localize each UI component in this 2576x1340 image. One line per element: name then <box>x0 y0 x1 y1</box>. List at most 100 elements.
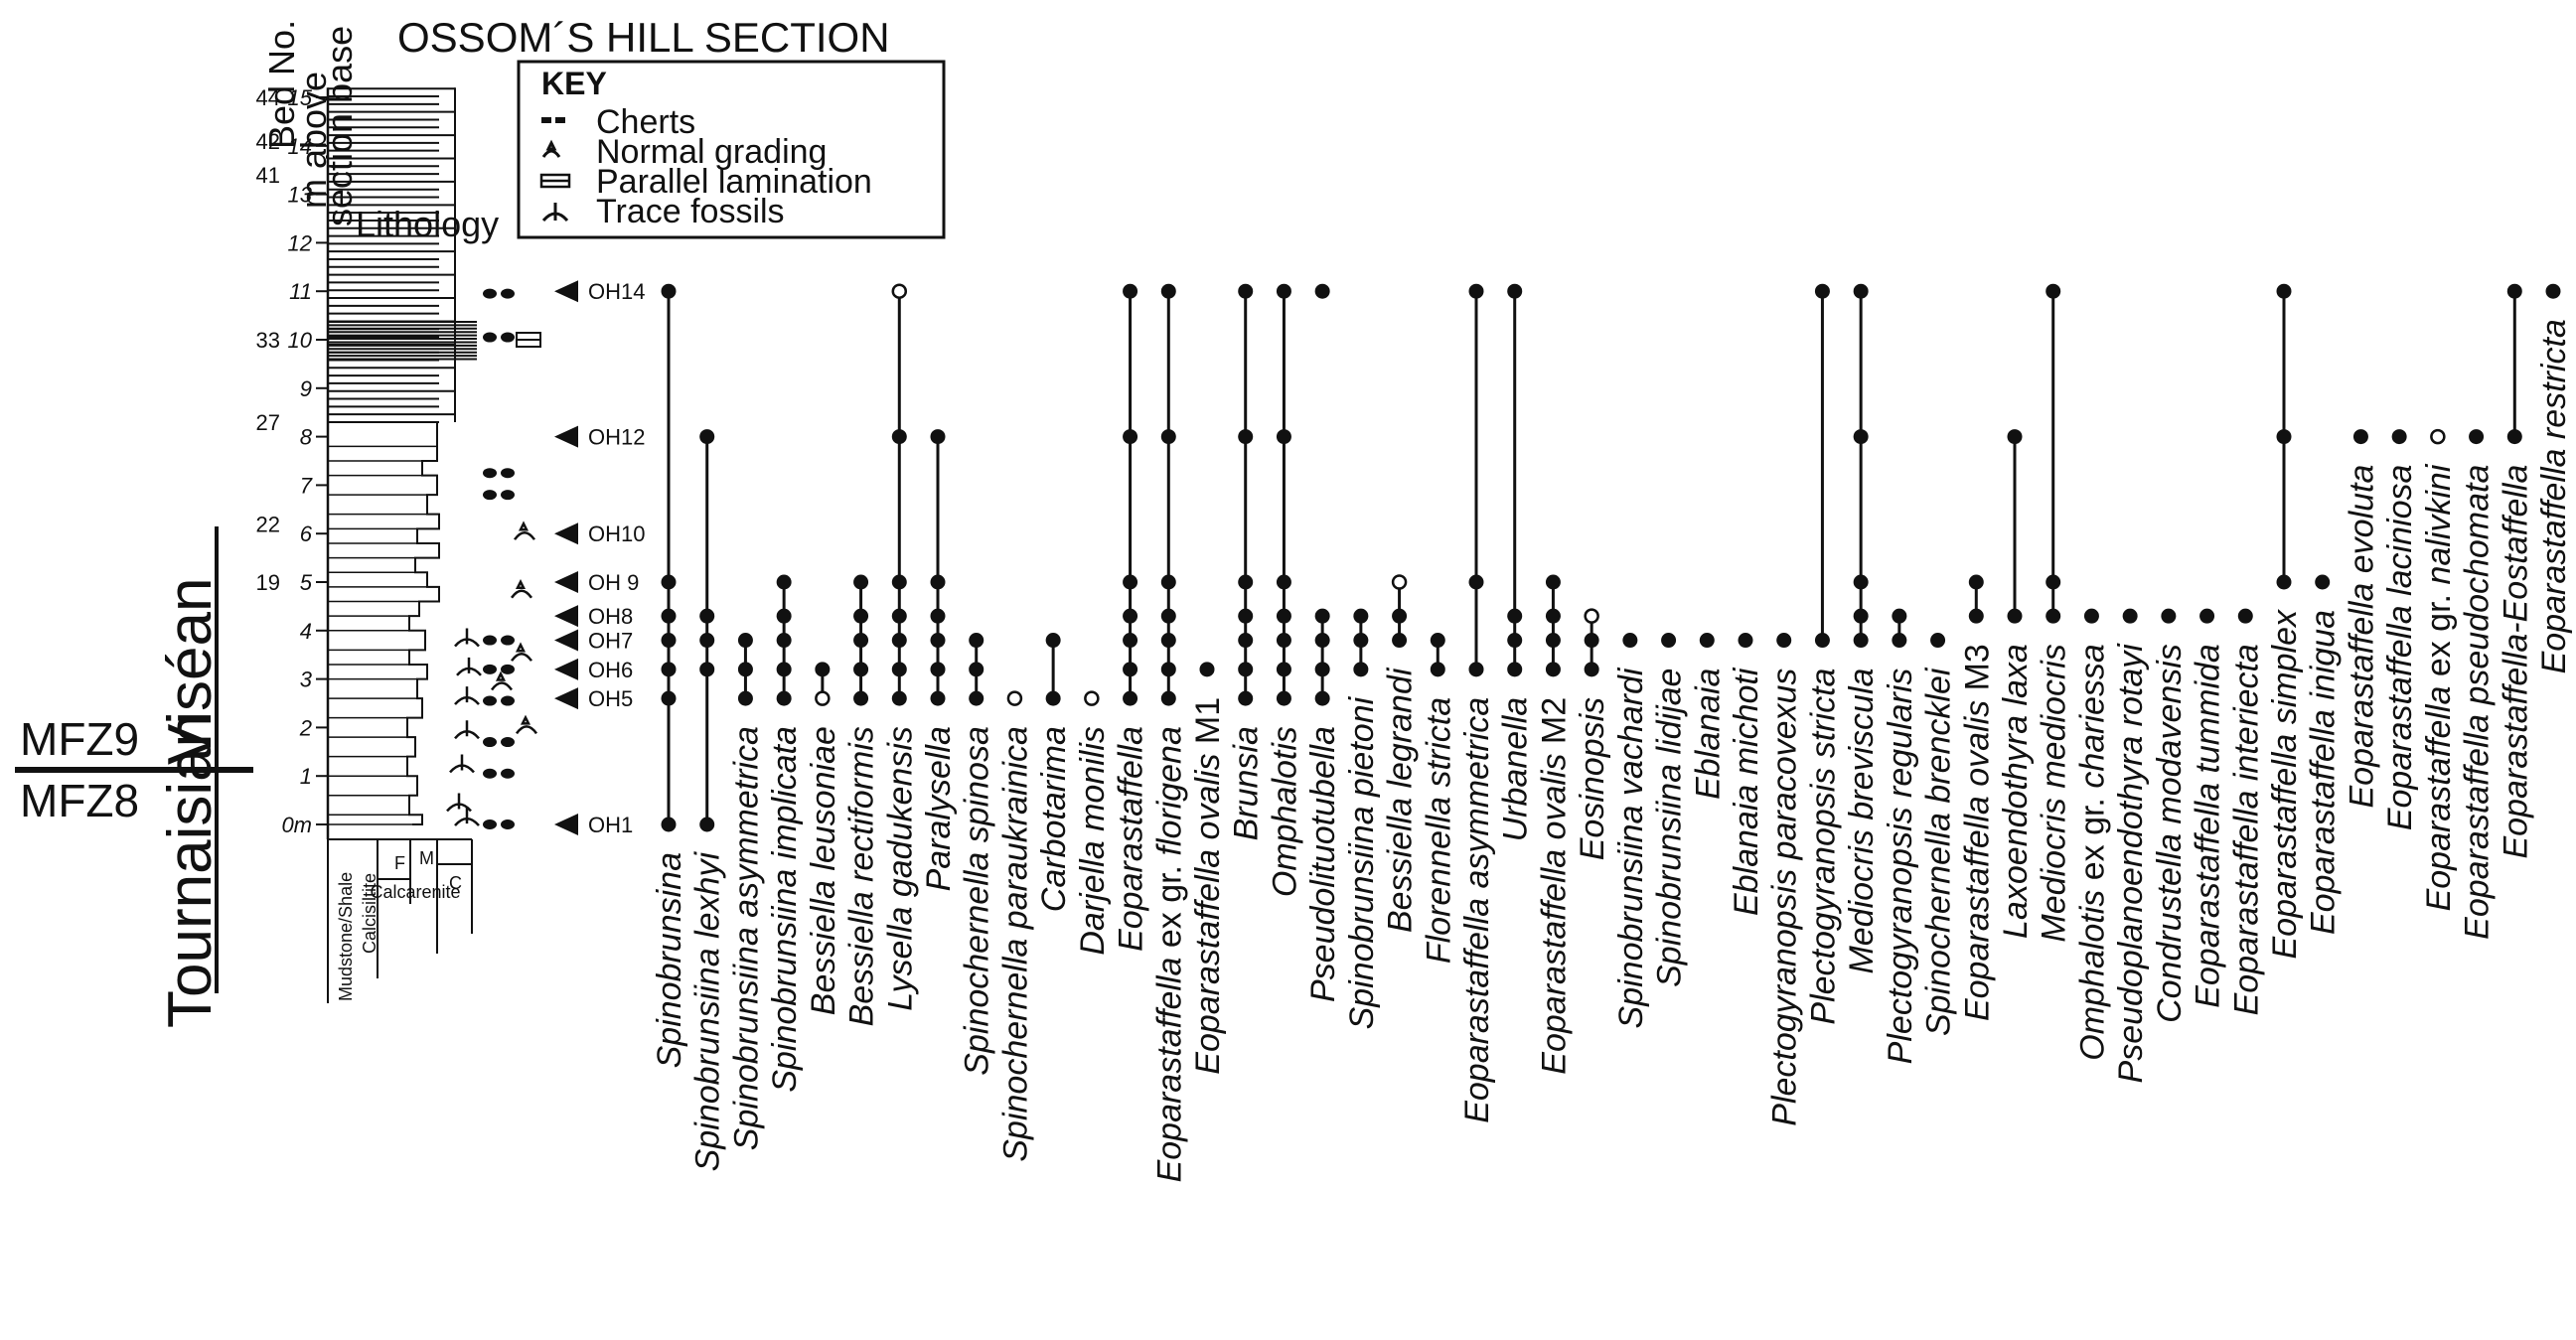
horizon-label: OH14 <box>588 279 645 304</box>
occurrence-dot <box>1123 608 1138 624</box>
occurrence-dot <box>1160 429 1176 445</box>
trace-fossils-icon <box>541 203 569 223</box>
occurrence-dot <box>661 574 677 590</box>
occurrence-dot <box>737 662 753 677</box>
trace-fossils-icon <box>449 754 475 774</box>
uncertain-occurrence-dot <box>1584 608 1599 624</box>
species-label: Spinobrunsiina asymmetrica <box>727 726 765 1150</box>
occurrence-dot <box>2352 429 2368 445</box>
species-label: Pseudoplanoendothyra rotayi <box>2112 643 2150 1084</box>
normal-grading-icon <box>515 714 538 735</box>
cherts-icon <box>483 737 515 748</box>
occurrence-dot <box>2046 608 2061 624</box>
occurrence-dot <box>2007 608 2023 624</box>
occurrence-dot <box>776 608 792 624</box>
species-label: Plectogyranopsis regularis <box>1882 669 1919 1065</box>
uncertain-occurrence-dot <box>2430 428 2446 445</box>
occurrence-dot <box>1507 283 1523 299</box>
horizon-label: OH8 <box>588 604 633 629</box>
occurrence-dot <box>699 633 715 649</box>
species-label: Eosinopsis <box>1574 697 1611 860</box>
occurrence-dot <box>2469 429 2485 445</box>
species-label: Condrustella modavensis <box>2151 644 2189 1023</box>
occurrence-dot <box>891 633 907 649</box>
horizon-marker <box>554 425 578 448</box>
species-label: Eblanaia michoti <box>1728 667 1765 916</box>
occurrence-dot <box>930 690 946 706</box>
occurrence-dot <box>930 429 946 445</box>
occurrence-dot <box>1238 662 1254 677</box>
occurrence-dot <box>1392 608 1408 624</box>
occurrence-dot <box>1276 283 1291 299</box>
species-label: Brunsia <box>1228 726 1266 840</box>
occurrence-dot <box>1392 633 1408 649</box>
occurrence-dot <box>699 817 715 832</box>
trace-fossils-icon <box>456 657 482 676</box>
meter-tick-label: 11 <box>289 279 312 304</box>
occurrence-dot <box>1238 574 1254 590</box>
species-label: Plectogyranopsis stricta <box>1804 669 1842 1025</box>
occurrence-dot <box>2161 608 2177 624</box>
species-label: Eoparastaffella <box>1113 726 1150 952</box>
occurrence-dot <box>1892 633 1907 649</box>
species-label: Spinobrunsiina implicata <box>766 726 804 1093</box>
occurrence-dot <box>737 633 753 649</box>
normal-grading-icon <box>490 670 514 691</box>
occurrence-dot <box>891 690 907 706</box>
occurrence-dot <box>1238 429 1254 445</box>
occurrence-dot <box>930 662 946 677</box>
trace-fossils-icon <box>454 628 480 648</box>
bed-number: 41 <box>256 163 280 188</box>
cherts-icon <box>483 468 515 479</box>
lithology-header: Lithology <box>356 204 499 244</box>
meter-tick-label: 10 <box>288 328 313 353</box>
occurrence-dot <box>1430 662 1445 677</box>
occurrence-dot <box>1314 633 1330 649</box>
occurrence-dot <box>815 662 831 677</box>
species-label: Eoparastaffella asymmetrica <box>1458 697 1496 1123</box>
occurrence-dot <box>891 608 907 624</box>
occurrence-dot <box>1430 633 1445 649</box>
occurrence-dot <box>853 608 869 624</box>
uncertain-occurrence-dot <box>1006 690 1023 706</box>
occurrence-dot <box>1853 429 1869 445</box>
occurrence-dot <box>2506 283 2522 299</box>
zone-mfz8: MFZ8 <box>20 775 139 826</box>
grain-c-label: C <box>449 873 462 893</box>
occurrence-dot <box>1045 633 1061 649</box>
occurrence-dot <box>661 662 677 677</box>
trace-fossils-icon <box>454 808 480 826</box>
meter-tick-label: 15 <box>288 85 313 110</box>
occurrence-dot <box>2276 283 2292 299</box>
key-item-parallel-lamination: Parallel lamination <box>596 163 872 201</box>
occurrence-dot <box>2083 608 2099 624</box>
uncertain-occurrence-dot <box>1084 690 1100 706</box>
occurrence-dot <box>1238 608 1254 624</box>
occurrence-dot <box>1314 662 1330 677</box>
grain-mudstone-label: Mudstone/Shale <box>336 872 356 1001</box>
trace-fossils-icon <box>454 720 480 740</box>
occurrence-dot <box>1968 574 1984 590</box>
trace-fossils-icon <box>454 686 480 705</box>
occurrence-dot <box>969 690 985 706</box>
lithology-log <box>326 87 477 839</box>
bed-numbers: 44 42 41 33 27 22 19 <box>256 85 280 595</box>
occurrence-dot <box>2506 429 2522 445</box>
occurrence-dot <box>1353 633 1369 649</box>
horizon-marker <box>554 814 578 835</box>
species-label: Eoparastaffella ovalis M3 <box>1958 644 1996 1021</box>
species-label: Eoparastaffella evoluta <box>2343 465 2380 809</box>
occurrence-dot <box>1968 608 1984 624</box>
occurrence-dot <box>1314 690 1330 706</box>
species-label: Omphalotis ex gr. chariessa <box>2073 644 2111 1061</box>
occurrence-dot <box>2199 608 2215 624</box>
occurrence-dot <box>1160 283 1176 299</box>
occurrence-dot <box>1468 574 1484 590</box>
parallel-lamination-icon <box>516 332 541 348</box>
bed-number: 42 <box>256 129 280 154</box>
occurrence-dot <box>891 662 907 677</box>
bed-number: 22 <box>256 512 280 536</box>
occurrence-dot <box>1123 662 1138 677</box>
species-label: Lysella gadukensis <box>881 726 919 1011</box>
